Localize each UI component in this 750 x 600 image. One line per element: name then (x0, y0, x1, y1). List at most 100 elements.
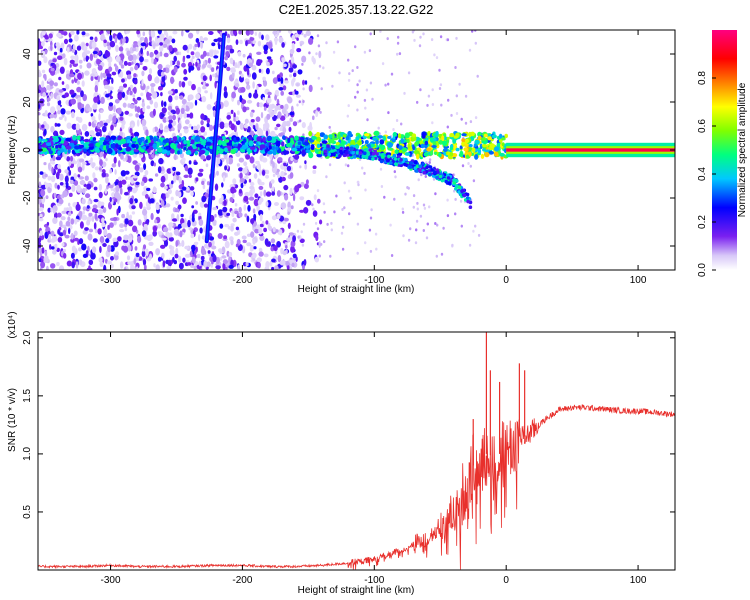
noise-blob (143, 163, 147, 171)
noise-blob (226, 212, 231, 216)
noise-blob (266, 56, 272, 60)
noise-blob (131, 61, 134, 65)
signal-blob (414, 141, 418, 147)
noise-blob (146, 50, 149, 57)
noise-blob (132, 47, 137, 52)
noise-blob (259, 213, 263, 222)
noise-blob (414, 241, 418, 245)
noise-blob (171, 120, 177, 126)
noise-blob (280, 202, 287, 210)
noise-blob (292, 90, 295, 96)
noise-blob (160, 244, 166, 249)
noise-blob (227, 226, 232, 230)
noise-blob (277, 174, 281, 178)
noise-blob (58, 116, 63, 121)
signal-blob (262, 136, 266, 142)
noise-blob (173, 66, 178, 73)
signal-blob (406, 138, 410, 144)
noise-blob (115, 65, 119, 72)
signal-blob (480, 153, 485, 159)
noise-blob (69, 63, 72, 68)
signal-blob (463, 147, 469, 152)
noise-blob (44, 173, 48, 178)
colorbar-tick-label: 0.8 (697, 71, 708, 85)
branch-blob (418, 168, 422, 173)
noise-blob (349, 196, 352, 200)
noise-blob (71, 111, 75, 119)
signal-blob (208, 136, 215, 140)
noise-blob (294, 33, 301, 38)
noise-blob (226, 66, 231, 72)
noise-blob (286, 265, 290, 270)
noise-blob (60, 216, 66, 221)
noise-blob (50, 230, 55, 237)
noise-blob (234, 83, 240, 88)
noise-blob (295, 256, 298, 262)
noise-blob (228, 251, 233, 257)
noise-blob (302, 79, 305, 86)
signal-blob (236, 136, 240, 141)
noise-blob (76, 86, 82, 93)
noise-blob (458, 82, 461, 86)
signal-blob (401, 147, 408, 152)
bottom-x-tick-label: -100 (364, 575, 384, 586)
signal-blob (80, 140, 85, 145)
noise-blob (115, 184, 120, 193)
noise-blob (171, 180, 174, 185)
branch-blob (363, 151, 367, 155)
noise-blob (407, 71, 411, 75)
noise-blob (265, 67, 270, 75)
noise-blob (64, 153, 67, 160)
noise-blob (56, 32, 62, 38)
signal-blob (468, 131, 472, 138)
noise-blob (183, 68, 188, 75)
signal-blob (342, 134, 347, 138)
noise-blob (118, 73, 122, 78)
noise-blob (112, 115, 117, 124)
noise-blob (255, 116, 261, 122)
noise-blob (155, 203, 160, 210)
signal-blob (267, 150, 273, 155)
noise-blob (103, 84, 110, 90)
noise-blob (244, 191, 250, 197)
signal-blob (195, 143, 202, 148)
noise-blob (157, 231, 163, 235)
signal-blob (455, 147, 460, 152)
noise-blob (226, 37, 231, 44)
noise-blob (129, 90, 133, 96)
noise-blob (91, 208, 97, 213)
noise-blob (428, 161, 431, 164)
noise-blob (167, 111, 171, 116)
branch-blob (453, 178, 458, 183)
noise-blob (94, 54, 98, 58)
noise-blob (356, 222, 360, 226)
noise-blob (147, 234, 153, 241)
noise-blob (59, 47, 63, 53)
noise-blob (178, 176, 182, 184)
noise-blob (281, 176, 286, 182)
noise-blob (191, 126, 194, 130)
noise-blob (73, 230, 78, 237)
signal-blob (426, 147, 432, 152)
noise-blob (201, 195, 207, 203)
noise-blob (262, 80, 268, 87)
noise-blob (141, 230, 147, 237)
noise-blob (289, 74, 293, 78)
signal-blob (50, 140, 54, 147)
signal-blob (479, 143, 483, 149)
signal-blob (106, 148, 113, 155)
noise-blob (273, 245, 278, 252)
signal-blob (256, 136, 263, 142)
noise-blob (230, 259, 234, 267)
noise-blob (54, 122, 58, 127)
noise-blob (118, 46, 124, 52)
noise-blob (277, 255, 282, 263)
noise-blob (223, 199, 227, 206)
noise-blob (50, 44, 53, 51)
noise-blob (126, 70, 132, 76)
signal-blob (416, 153, 420, 160)
noise-blob (114, 181, 119, 186)
noise-blob (274, 202, 279, 206)
noise-blob (121, 78, 125, 83)
noise-blob (98, 191, 103, 199)
